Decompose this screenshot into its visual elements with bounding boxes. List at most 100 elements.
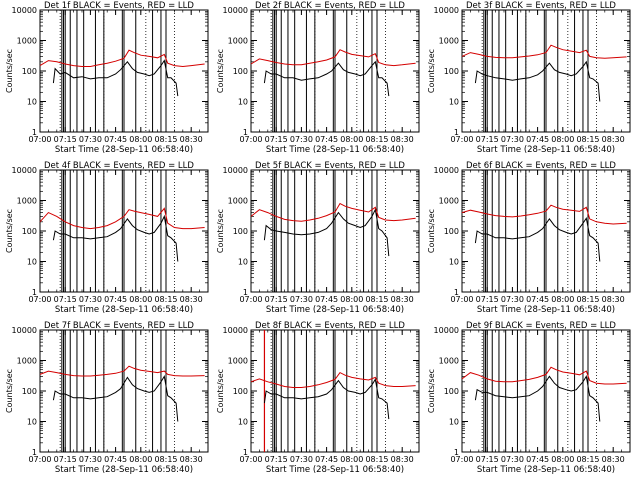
chart-panel-4: 1 10 100 1000 10000 07:00 07:15 07:30 07:45 08:00… (5, 161, 209, 315)
chart-panel-2: 1 10 100 1000 10000 07:00 07:15 07:30 07:45 08:00… (216, 1, 420, 155)
chart-title: Det 9f BLACK = Events, RED = LLD (466, 321, 616, 331)
x-tick-label: 08:15 (154, 295, 177, 304)
x-tick-label: 07:45 (315, 295, 338, 304)
x-tick-label: 07:45 (104, 135, 127, 144)
y-tick-label: 100 (22, 227, 37, 236)
x-tick-label: 07:00 (239, 135, 262, 144)
y-tick-label: 1 (32, 288, 37, 297)
chart-panel-7: 1 10 100 1000 10000 07:00 07:15 07:30 07:45 08:00… (5, 321, 209, 475)
x-axis-label: Start Time (28-Sep-11 06:58:40) (477, 465, 615, 475)
chart-title: Det 3f BLACK = Events, RED = LLD (466, 1, 616, 11)
y-axis-label: Counts/sec (5, 49, 14, 93)
y-tick-label: 10 (449, 98, 459, 107)
series-line-lld (461, 44, 627, 59)
x-tick-label: 07:30 (290, 135, 313, 144)
y-tick-label: 1 (243, 448, 248, 457)
x-tick-label: 08:15 (576, 135, 599, 144)
x-tick-label: 07:30 (290, 455, 313, 464)
series-line-lld (250, 202, 416, 222)
y-tick-label: 100 (233, 67, 248, 76)
x-tick-label: 08:00 (551, 295, 574, 304)
x-tick-label: 08:30 (602, 295, 625, 304)
y-tick-label: 1000 (439, 37, 459, 46)
x-tick-label: 07:00 (450, 295, 473, 304)
y-tick-label: 100 (233, 387, 248, 396)
x-tick-label: 07:45 (104, 295, 127, 304)
series-line-events (263, 60, 390, 97)
x-tick-label: 08:15 (365, 135, 388, 144)
series-line-lld (250, 371, 416, 388)
chart-panel-3: 1 10 100 1000 10000 07:00 07:15 07:30 07:45 08:00… (427, 1, 631, 155)
y-axis-label: Counts/sec (216, 369, 225, 413)
chart-panel-9: 1 10 100 1000 10000 07:00 07:15 07:30 07:45 08:00… (427, 321, 631, 475)
x-tick-label: 08:00 (129, 455, 152, 464)
x-tick-label: 07:30 (79, 455, 102, 464)
x-tick-label: 08:00 (551, 135, 574, 144)
x-tick-label: 07:00 (239, 455, 262, 464)
series-line-lld (39, 365, 205, 377)
x-tick-label: 07:00 (28, 455, 51, 464)
chart-panel-8: 1 10 100 1000 10000 07:00 07:15 07:30 07:45 08:00… (216, 321, 420, 475)
y-tick-label: 1 (32, 128, 37, 137)
x-tick-label: 08:00 (129, 295, 152, 304)
x-axis-label: Start Time (28-Sep-11 06:58:40) (477, 145, 615, 155)
series-line-lld (39, 207, 205, 230)
x-tick-label: 08:30 (391, 455, 414, 464)
x-tick-label: 08:30 (180, 455, 203, 464)
y-tick-label: 1000 (439, 357, 459, 366)
y-tick-label: 10000 (434, 6, 459, 15)
x-tick-label: 08:30 (602, 135, 625, 144)
chart-title: Det 6f BLACK = Events, RED = LLD (466, 161, 616, 171)
x-tick-label: 07:45 (315, 455, 338, 464)
y-axis-label: Counts/sec (216, 209, 225, 253)
x-tick-label: 08:15 (576, 455, 599, 464)
x-tick-label: 07:00 (450, 455, 473, 464)
x-tick-label: 07:00 (28, 295, 51, 304)
chart-title: Det 7f BLACK = Events, RED = LLD (44, 321, 194, 331)
y-tick-label: 10000 (434, 326, 459, 335)
x-tick-label: 08:15 (576, 295, 599, 304)
x-tick-label: 08:00 (340, 295, 363, 304)
chart-panel-6: 1 10 100 1000 10000 07:00 07:15 07:30 07:45 08:00… (427, 161, 631, 315)
x-axis-label: Start Time (28-Sep-11 06:58:40) (266, 145, 404, 155)
x-tick-label: 07:15 (476, 135, 499, 144)
y-tick-label: 100 (22, 67, 37, 76)
y-tick-label: 1 (243, 128, 248, 137)
x-tick-label: 08:15 (365, 455, 388, 464)
x-tick-label: 08:00 (340, 135, 363, 144)
x-axis-label: Start Time (28-Sep-11 06:58:40) (477, 305, 615, 315)
y-axis-label: Counts/sec (216, 49, 225, 93)
y-tick-label: 1 (243, 288, 248, 297)
x-tick-label: 07:15 (54, 295, 77, 304)
x-tick-label: 08:30 (180, 295, 203, 304)
y-tick-label: 10 (449, 418, 459, 427)
y-axis-label: Counts/sec (427, 49, 436, 93)
chart-title: Det 4f BLACK = Events, RED = LLD (44, 161, 194, 171)
chart-title: Det 8f BLACK = Events, RED = LLD (255, 321, 405, 331)
x-axis-label: Start Time (28-Sep-11 06:58:40) (266, 465, 404, 475)
y-tick-label: 1000 (228, 357, 248, 366)
y-tick-label: 10000 (223, 6, 248, 15)
y-tick-label: 10000 (223, 326, 248, 335)
x-tick-label: 07:15 (476, 295, 499, 304)
y-tick-label: 1 (454, 288, 459, 297)
x-tick-label: 07:30 (501, 295, 524, 304)
y-tick-label: 1000 (17, 37, 37, 46)
series-line-events (52, 59, 179, 97)
series-line-events (474, 60, 601, 102)
series-line-events (263, 208, 390, 257)
y-tick-label: 10000 (12, 166, 37, 175)
x-tick-label: 07:15 (54, 135, 77, 144)
x-axis-label: Start Time (28-Sep-11 06:58:40) (55, 305, 193, 315)
x-tick-label: 07:00 (239, 295, 262, 304)
x-tick-label: 07:45 (526, 455, 549, 464)
x-tick-label: 07:30 (79, 295, 102, 304)
x-tick-label: 07:30 (290, 295, 313, 304)
chart-title: Det 2f BLACK = Events, RED = LLD (255, 1, 405, 11)
series-line-lld (461, 204, 627, 225)
x-tick-label: 07:45 (315, 135, 338, 144)
series-line-events (474, 217, 601, 262)
x-tick-label: 07:15 (265, 135, 288, 144)
x-axis-label: Start Time (28-Sep-11 06:58:40) (55, 465, 193, 475)
chart-panel-5: 1 10 100 1000 10000 07:00 07:15 07:30 07:45 08:00… (216, 161, 420, 315)
